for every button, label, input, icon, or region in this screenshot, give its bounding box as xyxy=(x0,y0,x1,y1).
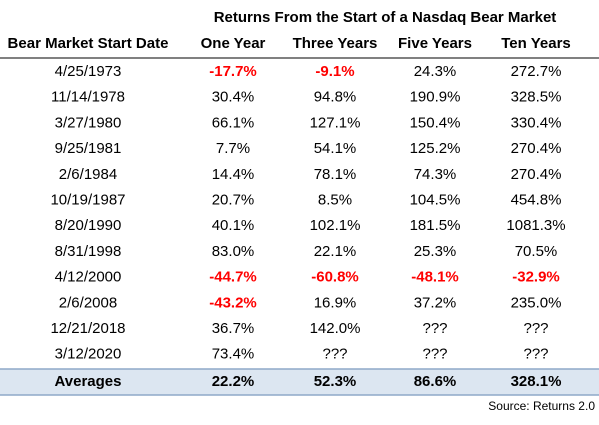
date-cell: 8/20/1990 xyxy=(55,217,122,234)
value-cell: 150.4% xyxy=(410,114,461,131)
averages-background xyxy=(0,369,599,395)
header-cell: Bear Market Start Date xyxy=(8,35,169,52)
value-cell: 78.1% xyxy=(314,166,357,183)
value-cell: 102.1% xyxy=(310,217,361,234)
value-cell: ??? xyxy=(523,346,548,363)
averages-cell: Averages xyxy=(55,373,122,390)
header-cell: One Year xyxy=(201,35,266,52)
value-cell: ??? xyxy=(422,346,447,363)
value-cell: 235.0% xyxy=(511,294,562,311)
value-cell: ??? xyxy=(523,320,548,337)
value-cell: 270.4% xyxy=(511,140,562,157)
value-cell: 83.0% xyxy=(212,243,255,260)
value-cell: 70.5% xyxy=(515,243,558,260)
source-note: Source: Returns 2.0 xyxy=(488,399,595,413)
date-cell: 3/27/1980 xyxy=(55,114,122,131)
value-cell: -60.8% xyxy=(311,269,359,286)
date-cell: 11/14/1978 xyxy=(51,89,125,106)
value-cell: 14.4% xyxy=(212,166,255,183)
value-cell: 94.8% xyxy=(314,89,357,106)
value-cell: 20.7% xyxy=(212,191,255,208)
value-cell: 125.2% xyxy=(410,140,461,157)
date-cell: 3/12/2020 xyxy=(55,346,122,363)
value-cell: 54.1% xyxy=(314,140,357,157)
date-cell: 2/6/2008 xyxy=(59,294,117,311)
header-cell: Five Years xyxy=(398,35,472,52)
header-cell: Three Years xyxy=(293,35,378,52)
value-cell: 272.7% xyxy=(511,63,562,80)
value-cell: 37.2% xyxy=(414,294,457,311)
value-cell: 1081.3% xyxy=(506,217,565,234)
table-title: Returns From the Start of a Nasdaq Bear … xyxy=(214,9,557,26)
value-cell: ??? xyxy=(422,320,447,337)
value-cell: 66.1% xyxy=(212,114,255,131)
averages-cell: 22.2% xyxy=(212,373,255,390)
value-cell: -9.1% xyxy=(315,63,354,80)
value-cell: 22.1% xyxy=(314,243,357,260)
value-cell: 73.4% xyxy=(212,346,255,363)
value-cell: 7.7% xyxy=(216,140,250,157)
date-cell: 2/6/1984 xyxy=(59,166,117,183)
date-cell: 4/25/1973 xyxy=(55,63,122,80)
date-cell: 4/12/2000 xyxy=(55,269,122,286)
value-cell: 270.4% xyxy=(511,166,562,183)
date-cell: 12/21/2018 xyxy=(50,320,125,337)
value-cell: -43.2% xyxy=(209,294,257,311)
value-cell: -17.7% xyxy=(209,63,257,80)
value-cell: 104.5% xyxy=(410,191,461,208)
value-cell: 142.0% xyxy=(310,320,361,337)
value-cell: ??? xyxy=(322,346,347,363)
value-cell: -48.1% xyxy=(411,269,459,286)
value-cell: 190.9% xyxy=(410,89,461,106)
value-cell: 127.1% xyxy=(310,114,361,131)
date-cell: 8/31/1998 xyxy=(55,243,122,260)
value-cell: 74.3% xyxy=(414,166,457,183)
value-cell: 30.4% xyxy=(212,89,255,106)
value-cell: 8.5% xyxy=(318,191,352,208)
averages-cell: 86.6% xyxy=(414,373,457,390)
date-cell: 10/19/1987 xyxy=(50,191,125,208)
value-cell: 25.3% xyxy=(414,243,457,260)
value-cell: 328.5% xyxy=(511,89,562,106)
value-cell: 24.3% xyxy=(414,63,457,80)
value-cell: -44.7% xyxy=(209,269,257,286)
value-cell: -32.9% xyxy=(512,269,560,286)
value-cell: 16.9% xyxy=(314,294,357,311)
value-cell: 330.4% xyxy=(511,114,562,131)
averages-cell: 52.3% xyxy=(314,373,357,390)
value-cell: 181.5% xyxy=(410,217,461,234)
value-cell: 36.7% xyxy=(212,320,255,337)
value-cell: 40.1% xyxy=(212,217,255,234)
date-cell: 9/25/1981 xyxy=(55,140,122,157)
averages-cell: 328.1% xyxy=(511,373,562,390)
header-cell: Ten Years xyxy=(501,35,571,52)
value-cell: 454.8% xyxy=(511,191,562,208)
